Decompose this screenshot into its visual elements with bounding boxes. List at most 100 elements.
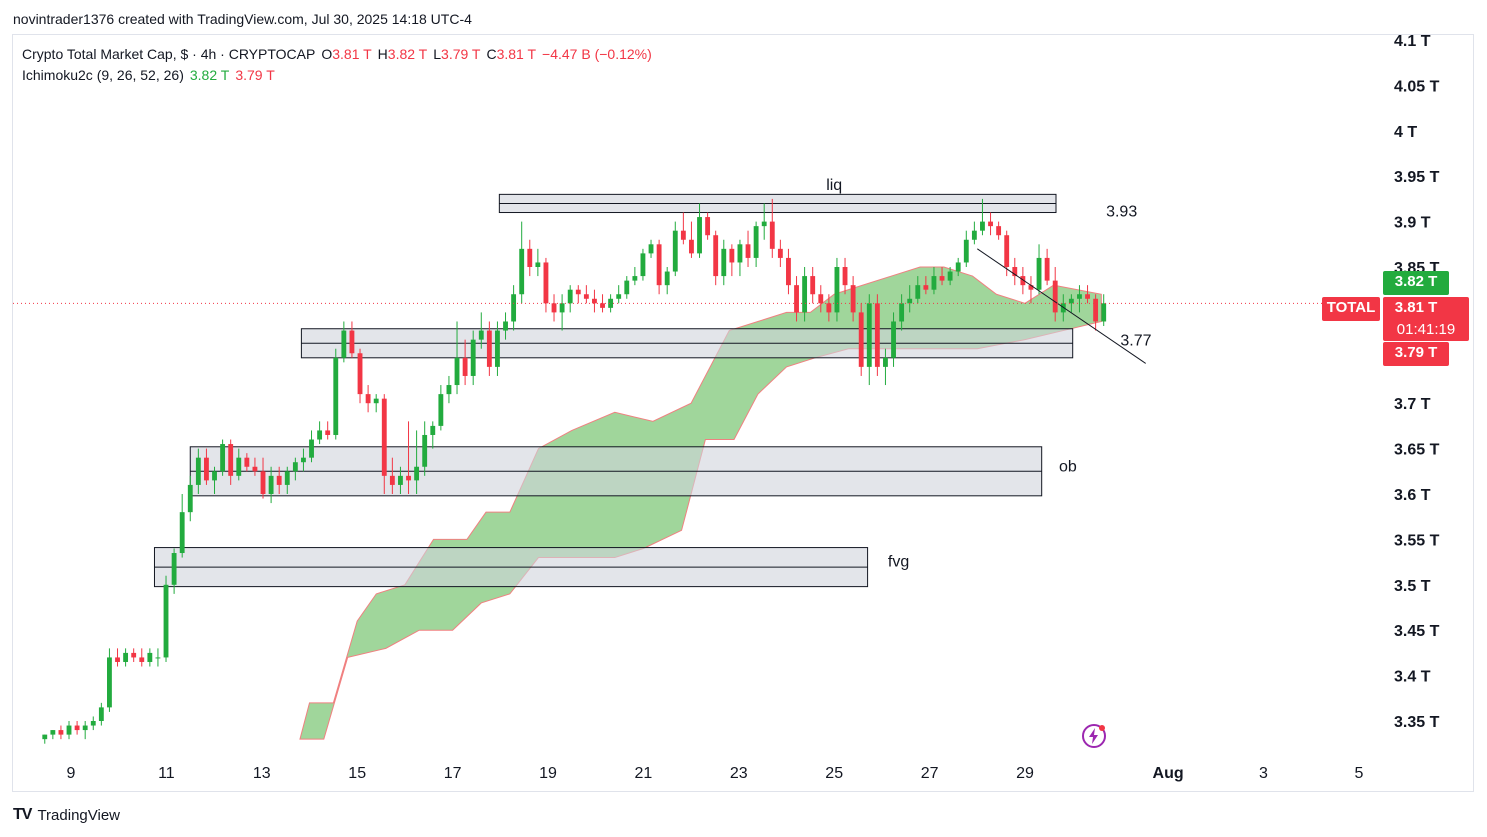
candle-body xyxy=(971,230,977,240)
symbol-badge: TOTAL xyxy=(1322,297,1380,321)
candle-body xyxy=(478,330,484,340)
y-tick-label: 4.05 T xyxy=(1394,78,1440,95)
tradingview-footer[interactable]: TV TradingView xyxy=(13,806,120,824)
candle-body xyxy=(82,725,88,731)
chart-frame[interactable] xyxy=(12,34,1474,792)
candle-body xyxy=(398,475,403,485)
candle-body xyxy=(850,285,856,313)
candle-body xyxy=(284,471,290,485)
legend-high-value: 3.82 T xyxy=(387,46,428,62)
candle-body xyxy=(737,244,743,263)
candle-body xyxy=(583,294,589,299)
candle-body xyxy=(632,276,638,281)
zone-label-liq: liq xyxy=(826,177,842,194)
candle-body xyxy=(826,303,832,313)
candle-body xyxy=(462,357,468,376)
candle-body xyxy=(543,262,549,304)
candle-body xyxy=(761,221,767,227)
candle-body xyxy=(996,226,1002,236)
candle-body xyxy=(317,430,323,440)
candle-body xyxy=(769,221,775,249)
candle-body xyxy=(195,457,201,485)
candle-body xyxy=(559,303,565,313)
candle-body xyxy=(381,398,387,476)
x-tick-label: 29 xyxy=(1016,765,1034,782)
chart-legend: Crypto Total Market Cap, $ · 4h · CRYPTO… xyxy=(22,44,652,86)
candle-body xyxy=(834,267,840,313)
current-price-value: 3.81 T xyxy=(1394,299,1438,316)
candle-body xyxy=(155,657,161,659)
candle-body xyxy=(163,584,169,658)
candle-body xyxy=(1036,257,1042,290)
candle-body xyxy=(842,267,848,286)
candle-body xyxy=(939,276,945,281)
candle-body xyxy=(899,303,905,322)
candle-body xyxy=(66,725,72,735)
candle-body xyxy=(252,466,258,472)
candle-body xyxy=(147,652,153,662)
candle-body xyxy=(535,262,541,267)
candle-body xyxy=(786,257,791,286)
x-tick-label: 23 xyxy=(730,765,748,782)
candle-body xyxy=(874,303,880,367)
lightning-icon[interactable] xyxy=(1081,723,1107,749)
candle-body xyxy=(58,730,64,735)
candle-body xyxy=(349,330,355,354)
candle-body xyxy=(236,457,242,476)
candle-body xyxy=(931,276,937,290)
candle-body xyxy=(883,357,888,367)
candle-body xyxy=(794,285,799,313)
candle-body xyxy=(511,294,517,322)
tradingview-brand: TradingView xyxy=(37,806,120,824)
candle-body xyxy=(1077,294,1082,299)
x-tick-label: 9 xyxy=(67,765,76,782)
candle-body xyxy=(228,444,234,476)
chart-credit: novintrader1376 created with TradingView… xyxy=(13,11,472,27)
y-tick-label: 3.9 T xyxy=(1394,215,1431,232)
candle-body xyxy=(713,235,719,277)
candle-body xyxy=(422,434,428,467)
candle-body xyxy=(915,285,921,299)
candle-body xyxy=(309,439,314,458)
candle-body xyxy=(721,248,727,277)
x-tick-label: Aug xyxy=(1153,765,1184,782)
candle-body xyxy=(980,221,985,231)
y-tick-label: 3.55 T xyxy=(1394,532,1440,549)
candle-body xyxy=(575,289,581,295)
candle-body xyxy=(777,248,783,258)
candle-body xyxy=(438,394,444,426)
candle-body xyxy=(600,303,605,308)
candle-body xyxy=(955,262,961,272)
candle-body xyxy=(947,271,953,281)
x-tick-label: 19 xyxy=(539,765,557,782)
candle-body xyxy=(42,734,48,740)
x-tick-label: 13 xyxy=(253,765,271,782)
candle-body xyxy=(357,353,363,395)
y-tick-label: 3.45 T xyxy=(1394,623,1440,640)
candle-body xyxy=(406,475,411,481)
candle-body xyxy=(1012,267,1018,277)
candle-body xyxy=(907,298,913,304)
candle-body xyxy=(705,217,711,236)
candle-body xyxy=(988,221,993,227)
candle-body xyxy=(90,721,96,726)
legend-indicator[interactable]: Ichimoku2c (9, 26, 52, 26) xyxy=(22,67,184,83)
candle-body xyxy=(373,398,379,404)
legend-indicator-value-1: 3.82 T xyxy=(189,67,230,83)
candle-body xyxy=(268,475,274,494)
candle-body xyxy=(1020,276,1026,286)
level-label: 3.93 xyxy=(1106,204,1137,221)
x-tick-label: 17 xyxy=(444,765,462,782)
candle-body xyxy=(1085,294,1090,299)
candle-body xyxy=(672,230,678,272)
candle-body xyxy=(115,657,120,662)
candle-body xyxy=(50,730,56,735)
candle-body xyxy=(204,457,209,481)
legend-symbol[interactable]: Crypto Total Market Cap, $ · 4h · CRYPTO… xyxy=(22,46,316,62)
candle-body xyxy=(818,294,824,304)
countdown-timer: 01:41:19 xyxy=(1396,321,1456,338)
candle-body xyxy=(592,298,597,304)
candle-body xyxy=(519,248,525,295)
candle-body xyxy=(139,657,145,662)
